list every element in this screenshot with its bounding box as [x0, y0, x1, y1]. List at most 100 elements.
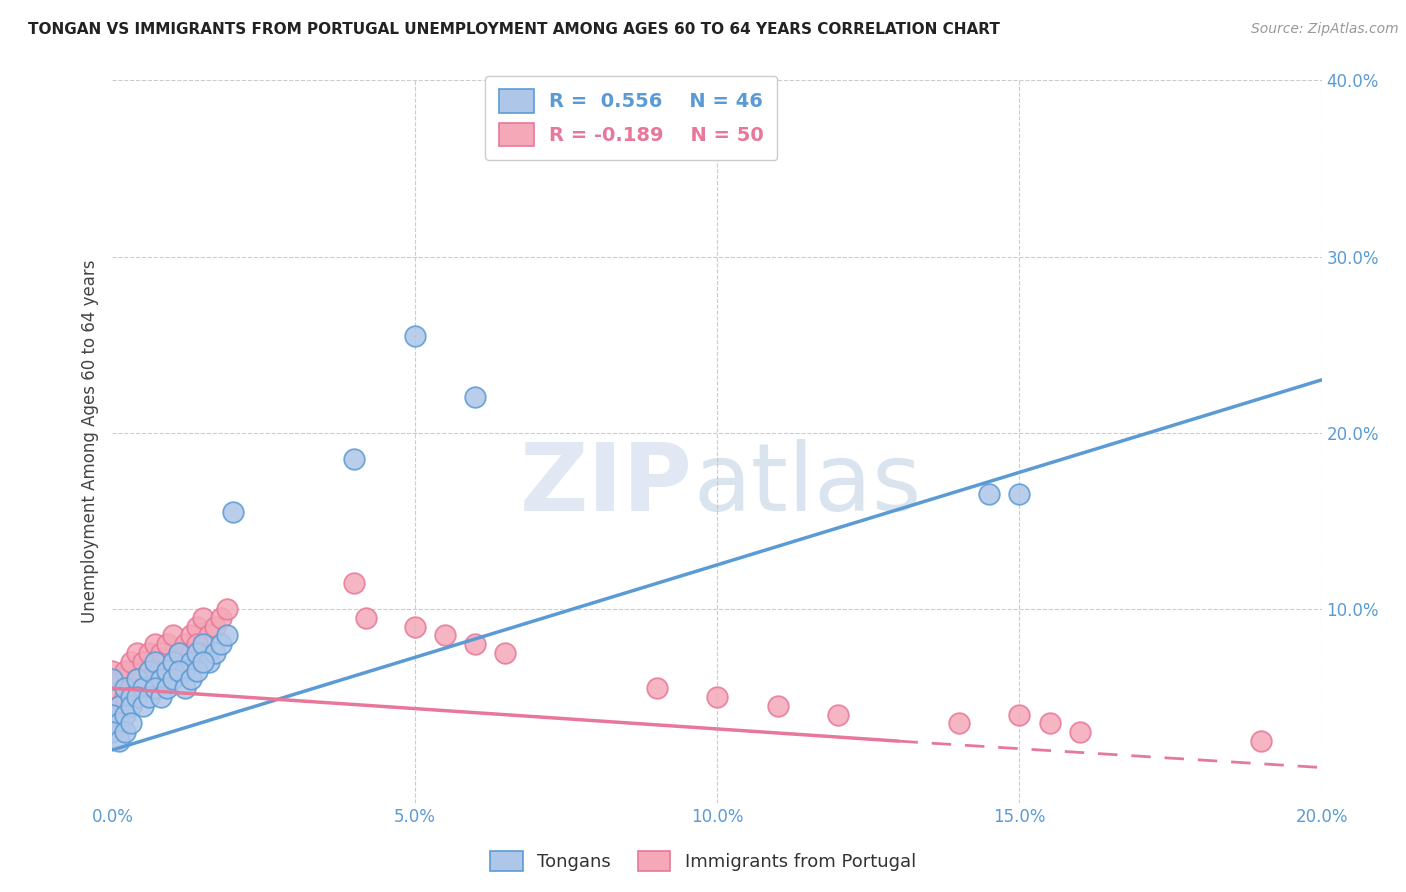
Point: [107, 734, 129, 748]
Point: [186, 619, 208, 633]
Point: [101, 725, 124, 739]
Point: [132, 681, 155, 696]
Point: [180, 673, 202, 687]
Point: [1008, 487, 1031, 501]
Point: [1069, 725, 1091, 739]
Point: [204, 619, 226, 633]
Point: [191, 655, 214, 669]
Point: [114, 681, 136, 696]
Point: [645, 681, 668, 696]
Point: [114, 707, 136, 722]
Point: [143, 655, 166, 669]
Point: [948, 716, 970, 731]
Text: ZIP: ZIP: [520, 439, 693, 531]
Point: [186, 664, 208, 678]
Point: [198, 628, 221, 642]
Point: [198, 655, 221, 669]
Point: [149, 646, 172, 660]
Point: [404, 328, 426, 343]
Point: [114, 725, 136, 739]
Point: [101, 707, 124, 722]
Point: [120, 681, 142, 696]
Text: TONGAN VS IMMIGRANTS FROM PORTUGAL UNEMPLOYMENT AMONG AGES 60 TO 64 YEARS CORREL: TONGAN VS IMMIGRANTS FROM PORTUGAL UNEMP…: [28, 22, 1000, 37]
Point: [138, 646, 160, 660]
Point: [180, 628, 202, 642]
Point: [174, 681, 197, 696]
Point: [101, 690, 124, 704]
Point: [167, 646, 190, 660]
Point: [1008, 707, 1031, 722]
Point: [138, 690, 160, 704]
Point: [180, 646, 202, 660]
Point: [766, 698, 789, 713]
Point: [162, 655, 184, 669]
Point: [107, 716, 129, 731]
Point: [464, 391, 486, 405]
Point: [433, 628, 456, 642]
Point: [138, 673, 160, 687]
Point: [217, 628, 239, 642]
Point: [101, 673, 124, 687]
Point: [120, 655, 142, 669]
Point: [132, 655, 155, 669]
Point: [191, 637, 214, 651]
Point: [1250, 734, 1272, 748]
Point: [149, 673, 172, 687]
Point: [706, 690, 728, 704]
Point: [186, 637, 208, 651]
Point: [343, 575, 366, 590]
Point: [125, 673, 148, 687]
Point: [125, 646, 148, 660]
Point: [977, 487, 1000, 501]
Point: [114, 690, 136, 704]
Point: [138, 664, 160, 678]
Point: [156, 681, 179, 696]
Point: [149, 673, 172, 687]
Point: [209, 611, 232, 625]
Point: [167, 664, 190, 678]
Point: [120, 716, 142, 731]
Point: [180, 655, 202, 669]
Point: [186, 646, 208, 660]
Point: [120, 698, 142, 713]
Point: [167, 664, 190, 678]
Point: [162, 655, 184, 669]
Point: [204, 646, 226, 660]
Point: [167, 646, 190, 660]
Point: [156, 664, 179, 678]
Point: [125, 673, 148, 687]
Legend: Tongans, Immigrants from Portugal: Tongans, Immigrants from Portugal: [482, 844, 924, 879]
Point: [191, 611, 214, 625]
Point: [125, 690, 148, 704]
Point: [149, 690, 172, 704]
Point: [1038, 716, 1062, 731]
Point: [356, 611, 378, 625]
Legend: R =  0.556    N = 46, R = -0.189    N = 50: R = 0.556 N = 46, R = -0.189 N = 50: [485, 76, 778, 160]
Point: [827, 707, 849, 722]
Point: [156, 637, 179, 651]
Point: [132, 681, 155, 696]
Point: [343, 452, 366, 467]
Point: [143, 681, 166, 696]
Point: [174, 655, 197, 669]
Point: [107, 673, 129, 687]
Point: [222, 505, 245, 519]
Point: [132, 698, 155, 713]
Point: [107, 698, 129, 713]
Text: atlas: atlas: [693, 439, 921, 531]
Point: [120, 690, 142, 704]
Y-axis label: Unemployment Among Ages 60 to 64 years: Unemployment Among Ages 60 to 64 years: [80, 260, 98, 624]
Point: [217, 602, 239, 616]
Point: [101, 664, 124, 678]
Point: [404, 619, 426, 633]
Point: [174, 637, 197, 651]
Point: [495, 646, 517, 660]
Point: [209, 637, 232, 651]
Point: [162, 673, 184, 687]
Point: [464, 637, 486, 651]
Point: [162, 628, 184, 642]
Point: [174, 664, 197, 678]
Point: [114, 664, 136, 678]
Point: [143, 637, 166, 651]
Point: [156, 664, 179, 678]
